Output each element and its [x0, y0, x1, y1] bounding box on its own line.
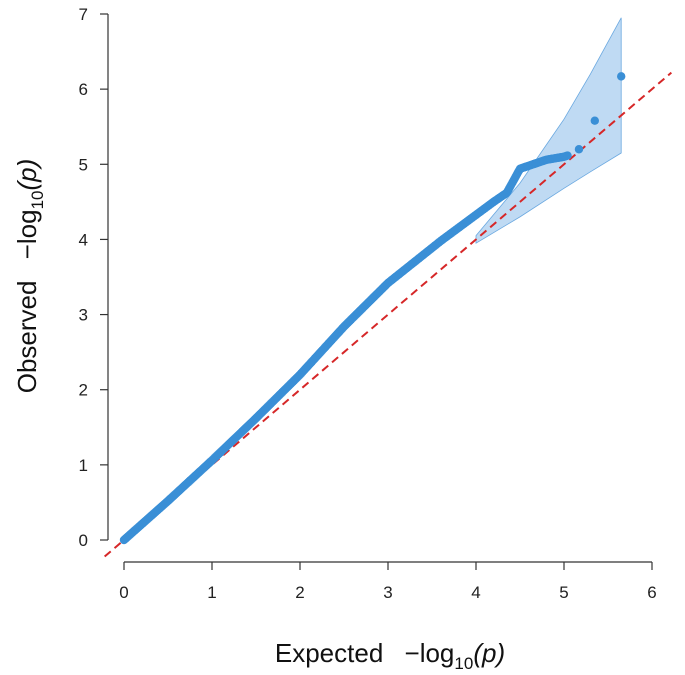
y-tick-label: 4 [79, 230, 88, 249]
x-tick-label: 0 [119, 583, 128, 602]
x-tick-label: 2 [295, 583, 304, 602]
y-tick-label: 2 [79, 381, 88, 400]
y-tick-label: 0 [79, 531, 88, 550]
y-axis-title: Observed −log10(p) [12, 159, 47, 394]
confidence-band-layer [475, 17, 622, 244]
y-tick-label: 6 [79, 80, 88, 99]
data-point-tail [574, 145, 584, 154]
x-tick-label: 5 [559, 583, 568, 602]
data-point-tail [617, 72, 626, 81]
confidence-band [475, 17, 622, 244]
data-point [563, 151, 572, 160]
data-points-layer [119, 72, 626, 545]
axes: 0 1 2 3 4 5 6 0 1 2 3 4 5 6 7 [79, 5, 657, 602]
y-tick-label: 7 [79, 5, 88, 24]
y-tick-label: 1 [79, 456, 88, 475]
x-tick-label: 3 [383, 583, 392, 602]
x-axis-title: Expected −log10(p) [275, 638, 505, 673]
x-tick-label: 1 [207, 583, 216, 602]
y-tick-label: 3 [79, 306, 88, 325]
x-tick-label: 4 [471, 583, 480, 602]
x-tick-label: 6 [647, 583, 656, 602]
y-tick-label: 5 [79, 155, 88, 174]
data-point-tail [590, 116, 599, 125]
